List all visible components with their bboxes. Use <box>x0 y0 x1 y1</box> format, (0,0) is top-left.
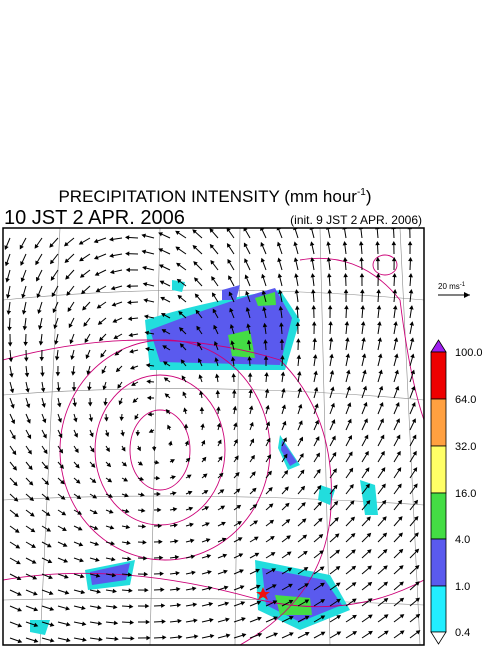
colorbar-label: 32.0 <box>455 441 476 453</box>
map-background <box>3 228 424 645</box>
colorbar-segment <box>431 493 446 539</box>
map <box>3 226 424 645</box>
colorbar-segment <box>431 586 446 632</box>
wind-scale-label: 20 ms-1 <box>438 282 466 291</box>
wind-scale-text: 20 ms <box>438 282 460 291</box>
colorbar-label: 1.0 <box>455 581 470 593</box>
init-time: (init. 9 JST 2 APR. 2006) <box>290 213 422 227</box>
wind-scale-head <box>464 292 470 298</box>
colorbar-top <box>431 340 446 352</box>
colorbar <box>431 340 446 644</box>
title: PRECIPITATION INTENSITY (mm hour-1) <box>58 187 371 206</box>
colorbar-label: 64.0 <box>455 394 476 406</box>
colorbar-segment <box>431 352 446 399</box>
colorbar-segment <box>431 446 446 493</box>
colorbar-segment <box>431 539 446 586</box>
title-text: PRECIPITATION INTENSITY (mm hour <box>58 187 357 206</box>
colorbar-label: 0.4 <box>455 627 470 639</box>
title-close: ) <box>366 187 372 206</box>
colorbar-bottom <box>431 632 446 644</box>
colorbar-label: 4.0 <box>455 534 470 546</box>
colorbar-label: 16.0 <box>455 488 476 500</box>
wind-scale-superscript: -1 <box>460 282 466 288</box>
colorbar-segment <box>431 399 446 446</box>
colorbar-label: 100.0 <box>455 347 483 359</box>
valid-time: 10 JST 2 APR. 2006 <box>4 207 185 229</box>
